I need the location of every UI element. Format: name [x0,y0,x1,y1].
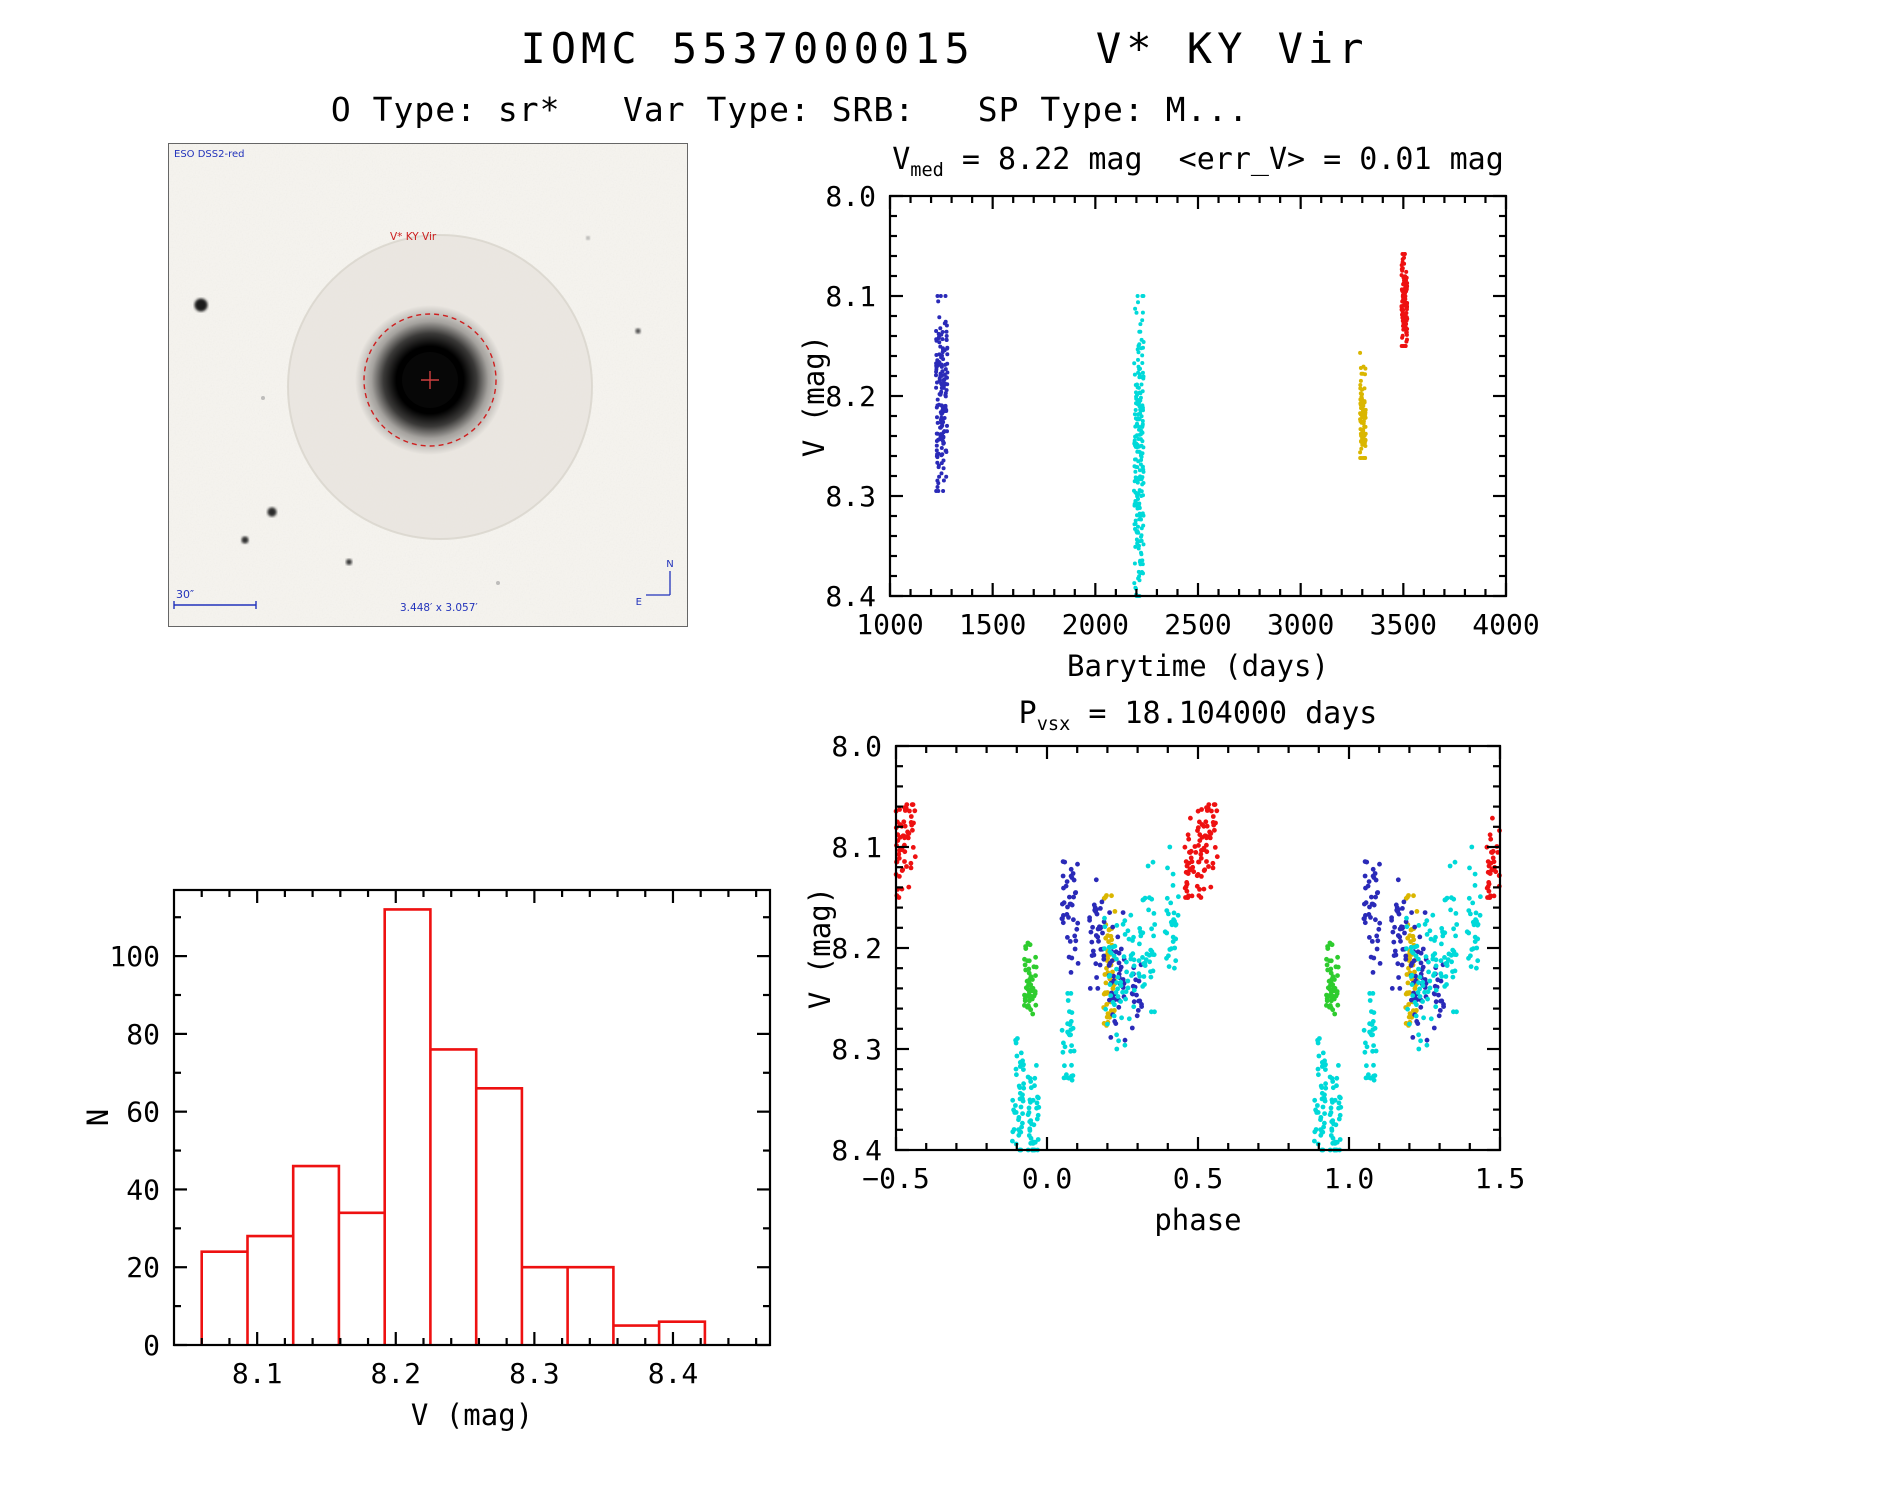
y-axis-label: V (mag) [803,887,837,1009]
scatter-series-2 [1358,350,1368,460]
tick-label: 80 [126,1018,160,1051]
tick-label: −0.5 [862,1162,929,1195]
y-axis-label: V (mag) [800,335,831,457]
field-star [496,581,500,585]
x-axis-label: Barytime (days) [1067,649,1329,683]
y-axis-label: N [81,1109,115,1126]
survey-label: ESO DSS2-red [174,149,244,160]
tick-label: 4000 [1472,608,1539,641]
field-star [194,298,208,312]
tick-label: 3500 [1370,608,1437,641]
tick-label: 8.1 [825,280,876,313]
scatter-series-7 [1010,1036,1329,1153]
histogram-chart-canvas: 8.1 8.2 8.3 8.4 0 20 40 60 80 100 V (mag) N [81,888,772,1432]
tick-label: 8.4 [648,1357,699,1390]
x-axis-label: phase [1154,1203,1241,1237]
lightcurve-chart: Vmed = 8.22 mag <err_V> = 0.01 mag 1000 1… [800,140,1588,700]
histogram-bars [200,908,707,1345]
scatter-series-1 [1022,940,1341,1017]
field-star [635,328,641,334]
lightcurve-chart-canvas: 1000 1500 2000 2500 3000 3500 4000 8.0 8.1 8.2 8.3… [800,180,1540,683]
lightcurve-title-rest: = 8.22 mag <err_V> = 0.01 mag [943,142,1504,177]
scatter-series-1 [1132,294,1146,598]
tick-label: 40 [126,1173,160,1206]
tick-label: 60 [126,1096,160,1129]
sky-image-border [168,143,688,627]
x-axis-label: V (mag) [411,1398,533,1432]
axes [172,888,772,1347]
tick-label: 0.0 [1022,1162,1073,1195]
lightcurve-title-main: V [892,142,911,177]
field-star [346,559,352,565]
tick-label: 1500 [959,608,1026,641]
tick-label: 100 [109,940,160,973]
scatter-series-6 [1129,962,1446,1031]
sky-finder-chart: ESO DSS2-red V* KY Vir 30″ 3.448′ x 3.05… [168,143,688,627]
tick-label: 1.5 [1475,1162,1526,1195]
star-halo-edge [287,234,593,540]
axis-labels: 1000 1500 2000 2500 3000 3500 4000 8.0 8.1 8.2 8.3… [800,180,1540,683]
tick-label: 8.1 [232,1357,283,1390]
tick-label: 0.5 [1173,1162,1224,1195]
tick-label: 8.2 [831,932,882,965]
tick-label: 2500 [1164,608,1231,641]
field-star [267,507,277,517]
tick-label: 1000 [856,608,923,641]
tick-label: 2000 [1062,608,1129,641]
tick-label: 20 [126,1251,160,1284]
scatter-series-0 [934,294,950,493]
lightcurve-title: Vmed = 8.22 mag <err_V> = 0.01 mag [890,142,1506,181]
tick-label: 8.4 [831,1134,882,1167]
fov-label: 3.448′ x 3.057′ [400,602,478,614]
scatter-series-3 [1059,859,1383,975]
phase-chart: Pvsx = 18.104000 days −0.5 0.0 0.5 1.0 1.5 8.… [800,696,1588,1276]
tick-label: 8.1 [831,831,882,864]
scatter-series-11 [1136,859,1460,1015]
tick-label: 8.3 [825,480,876,513]
tick-label: 0 [143,1329,160,1362]
phase-chart-canvas: −0.5 0.0 0.5 1.0 1.5 8.0 8.1 8.2 8.3 8.4 phase V (m… [803,730,1525,1237]
axes [888,194,1508,598]
scatter-series-9 [1059,991,1379,1083]
compass-east-label: E [636,597,642,608]
compass-north-label: N [666,559,673,570]
phase-title-rest: = 18.104000 days [1070,696,1378,731]
axis-labels: −0.5 0.0 0.5 1.0 1.5 8.0 8.1 8.2 8.3 8.4 phase V (m… [803,730,1525,1237]
axis-labels: 8.1 8.2 8.3 8.4 0 20 40 60 80 100 V (mag) N [81,940,698,1432]
scatter-series-12 [1162,844,1483,971]
scatter-series-3 [1399,252,1410,348]
scatter-series-8 [1025,1063,1344,1153]
histogram-chart: 8.1 8.2 8.3 8.4 0 20 40 60 80 100 V (mag) N [40,868,820,1468]
field-star [261,396,265,400]
tick-label: 8.3 [831,1033,882,1066]
scatter-series-10 [1102,912,1439,1052]
axes [894,744,1502,1152]
phase-title: Pvsx = 18.104000 days [896,696,1500,735]
tick-label: 1.0 [1324,1162,1375,1195]
page-title: IOMC 5537000015 V* KY Vir [520,24,1369,73]
phase-title-main: P [1018,696,1037,731]
sky-image-svg: ESO DSS2-red V* KY Vir 30″ 3.448′ x 3.05… [168,143,688,627]
tick-label: 3000 [1267,608,1334,641]
tick-label: 8.2 [370,1357,421,1390]
field-star [241,536,249,544]
field-star [586,236,590,240]
target-label: V* KY Vir [390,231,437,243]
tick-label: 8.3 [509,1357,560,1390]
page-subtitle: O Type: sr* Var Type: SRB: SP Type: M... [330,90,1250,129]
scatter-series-0 [893,802,1502,900]
scatter-series-4 [1087,877,1409,991]
target-aperture-circle [363,313,497,447]
tick-label: 8.0 [825,180,876,213]
tick-label: 8.0 [831,730,882,763]
tick-label: 8.2 [825,380,876,413]
scale-label: 30″ [176,588,194,601]
phase-title-sub: vsx [1036,714,1071,735]
lightcurve-title-sub: med [910,160,944,181]
tick-label: 8.4 [825,580,876,613]
